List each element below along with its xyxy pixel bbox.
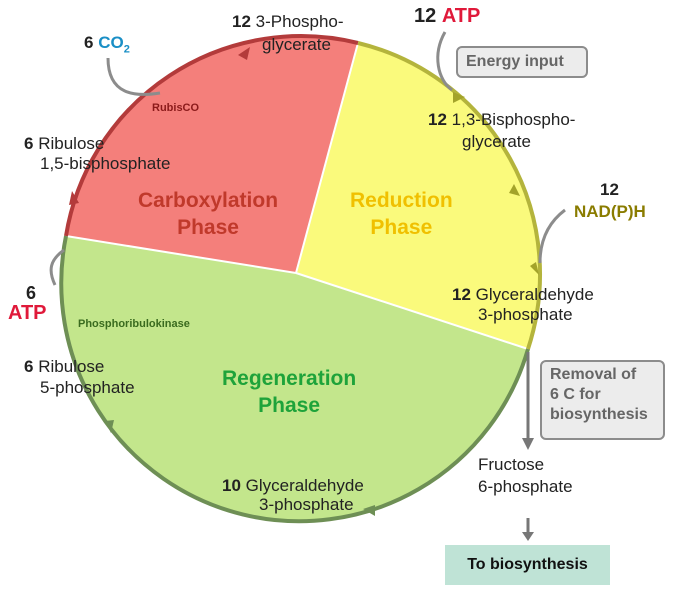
arrowhead bbox=[522, 438, 534, 450]
g3p-10-label: 10 Glyceraldehyde bbox=[222, 476, 364, 495]
g3p-10-label-line2: 3-phosphate bbox=[259, 495, 354, 514]
arrowhead bbox=[509, 184, 520, 196]
pga-label: 12 3-Phospho- bbox=[232, 12, 344, 31]
atp-input-arrow-top bbox=[436, 31, 453, 92]
arrowhead bbox=[105, 420, 114, 433]
ru5p-label-line2: 5-phosphate bbox=[40, 378, 135, 397]
rubp-label-line2: 1,5-bisphosphate bbox=[40, 154, 171, 173]
arrowhead bbox=[363, 505, 375, 516]
arrowhead bbox=[522, 532, 534, 541]
nadph-count: 12 bbox=[600, 180, 619, 199]
g3p-12-label-line2: 3-phosphate bbox=[478, 305, 573, 324]
arrowhead bbox=[238, 47, 250, 60]
ring-arc-regeneration bbox=[59, 235, 530, 524]
bpg-label-line2: glycerate bbox=[462, 132, 531, 151]
regeneration-sector bbox=[61, 236, 529, 522]
divider-line bbox=[65, 235, 297, 274]
reduction-sector bbox=[296, 43, 541, 349]
regeneration-phase-label: Regeneration Phase bbox=[222, 367, 357, 417]
fructose-label-line2: 6-phosphate bbox=[478, 477, 573, 496]
carboxylation-phase-label: Carboxylation Phase bbox=[138, 189, 279, 239]
g3p-12-label: 12 Glyceraldehyde bbox=[452, 285, 594, 304]
fructose-label: Fructose bbox=[478, 455, 545, 474]
arrowhead bbox=[530, 262, 539, 275]
nadph-input-arrow bbox=[538, 208, 566, 264]
atp-left-label: ATP bbox=[8, 302, 47, 324]
removal-box: Removal of 6 C for biosynthesis bbox=[540, 360, 665, 440]
bpg-label: 12 1,3-Bisphospho- bbox=[428, 110, 576, 129]
energy-input-box: Energy input bbox=[456, 46, 588, 78]
pga-label-line2: glycerate bbox=[262, 35, 331, 54]
co2-label: 6 CO2 bbox=[84, 33, 130, 56]
divider-line bbox=[295, 42, 359, 274]
rubp-label: 6 Ribulose bbox=[24, 134, 105, 153]
co2-input-arrow bbox=[106, 57, 161, 96]
carboxylation-sector bbox=[66, 36, 358, 273]
ru5p-label: 6 Ribulose bbox=[24, 357, 105, 376]
atp-left-count: 6 bbox=[26, 283, 37, 303]
rubisco-label: RubisCO bbox=[152, 102, 200, 114]
to-biosynthesis-box: To biosynthesis bbox=[445, 545, 610, 585]
prk-label: Phosphoribulokinase bbox=[78, 318, 190, 330]
ring-arc-carboxylation bbox=[64, 34, 359, 237]
divider-line bbox=[295, 272, 529, 350]
ring-arc-reduction bbox=[357, 41, 543, 350]
arrowhead bbox=[453, 92, 465, 103]
atp-input-arrow-left bbox=[49, 248, 65, 286]
arrowhead bbox=[69, 191, 79, 205]
reduction-phase-label: Reduction Phase bbox=[350, 189, 453, 239]
atp-top-label: 12 ATP bbox=[414, 5, 481, 27]
nadph-label: NAD(P)H bbox=[574, 202, 646, 221]
